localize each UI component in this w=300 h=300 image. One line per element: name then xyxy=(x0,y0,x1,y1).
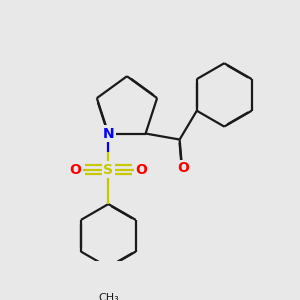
Text: CH₃: CH₃ xyxy=(98,292,119,300)
Text: O: O xyxy=(136,163,147,176)
Text: N: N xyxy=(103,127,114,140)
Text: S: S xyxy=(103,163,113,176)
Text: O: O xyxy=(177,161,189,175)
Text: O: O xyxy=(69,163,81,176)
